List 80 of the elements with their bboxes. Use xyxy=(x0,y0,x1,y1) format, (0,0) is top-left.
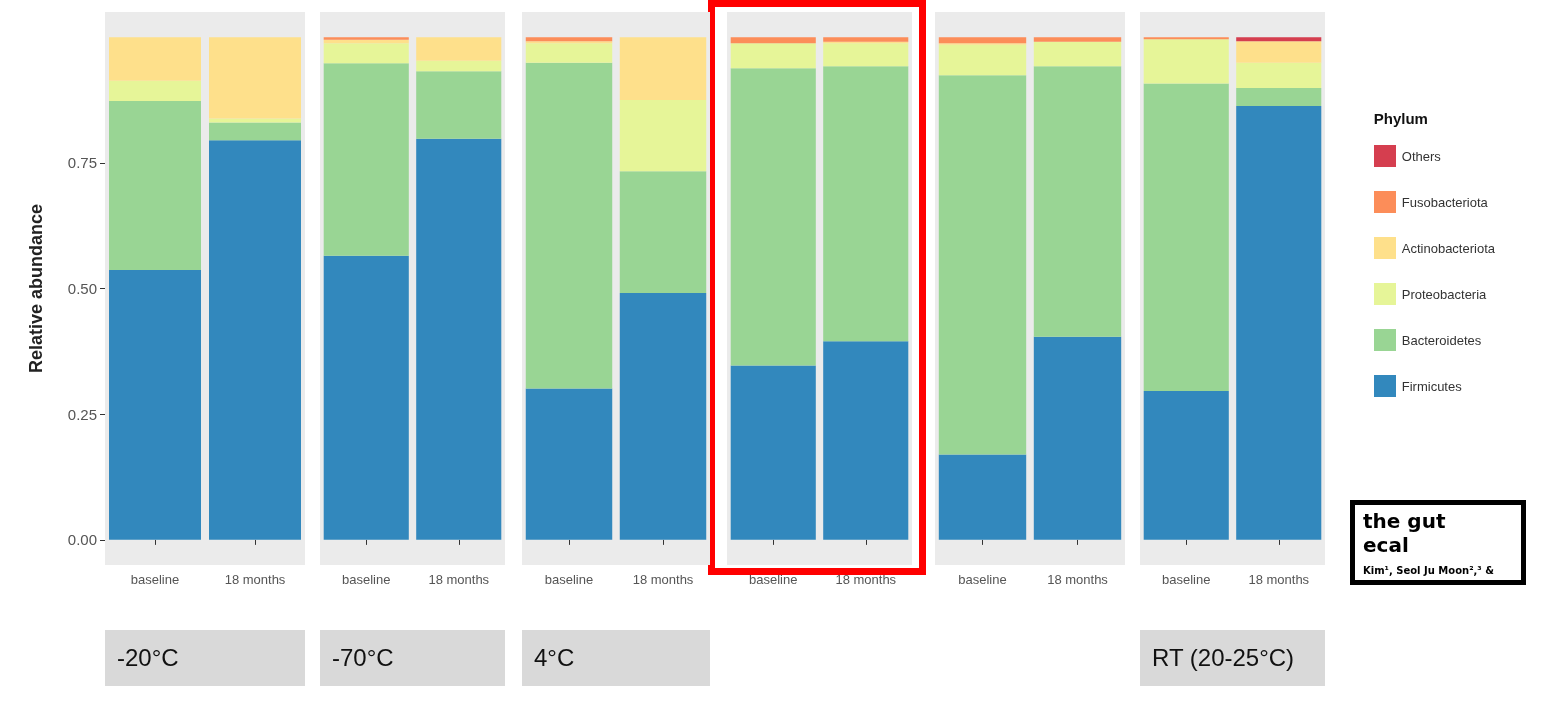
bar xyxy=(1236,87,1322,107)
text: ecal xyxy=(1363,533,1410,557)
bar xyxy=(730,37,816,44)
bar xyxy=(938,75,1027,455)
bar xyxy=(1033,41,1122,67)
x-axis-title: -70°C xyxy=(320,630,505,686)
x-tick-label: baseline xyxy=(544,572,594,587)
bar xyxy=(209,140,301,540)
x-tick-label: 18 months xyxy=(835,572,897,587)
bar xyxy=(209,37,301,119)
bar xyxy=(525,41,613,44)
legend-label: Fusobacteriota xyxy=(1401,194,1488,210)
bar xyxy=(938,44,1027,76)
bar xyxy=(730,43,816,69)
y-tick-label: 0.75 xyxy=(67,154,97,172)
legend-label: Actinobacteriota xyxy=(1401,240,1495,256)
bar xyxy=(1143,83,1229,392)
bar xyxy=(109,80,201,101)
bar xyxy=(416,71,502,139)
x-tick-label: baseline xyxy=(749,572,798,587)
bar xyxy=(109,269,201,540)
y-axis-title: Relative abundance xyxy=(26,203,46,374)
bar xyxy=(416,60,502,72)
bar xyxy=(1236,41,1322,63)
bar xyxy=(525,37,613,42)
x-axis-title: 4°C xyxy=(522,630,710,686)
text: Kim¹, Seol Ju Moon²,³ & xyxy=(1363,565,1495,576)
bar xyxy=(525,62,613,389)
bar xyxy=(1236,37,1322,42)
legend-label: Bacteroidetes xyxy=(1401,332,1482,348)
bar xyxy=(619,171,707,294)
legend-title: Phylum xyxy=(1373,110,1429,127)
x-tick-label: baseline xyxy=(342,572,391,587)
legend-label: Firmicutes xyxy=(1401,378,1462,394)
x-tick-label: baseline xyxy=(1162,572,1211,587)
bar xyxy=(1143,391,1229,540)
x-tick-label: baseline xyxy=(958,572,1007,587)
text: the gut xyxy=(1363,509,1447,533)
bar xyxy=(323,37,409,40)
bar xyxy=(730,68,816,366)
x-tick-label: baseline xyxy=(130,572,180,587)
x-tick-label: 18 months xyxy=(1047,572,1109,587)
bar xyxy=(823,341,909,540)
bar xyxy=(525,388,613,540)
bar xyxy=(416,37,502,61)
bar xyxy=(1143,37,1229,40)
bar xyxy=(730,365,816,540)
bar xyxy=(1033,336,1122,540)
legend-label: Others xyxy=(1401,148,1441,164)
bar xyxy=(938,37,1027,44)
bar xyxy=(323,43,409,64)
x-axis-title: RT (20-25°C) xyxy=(1140,630,1325,686)
bar xyxy=(525,43,613,63)
bar xyxy=(209,118,301,123)
x-tick-label: 18 months xyxy=(224,572,286,587)
x-tick-label: 18 months xyxy=(1248,572,1310,587)
bar xyxy=(823,37,909,42)
bar xyxy=(619,293,707,540)
y-tick-label: 0.25 xyxy=(67,405,97,423)
bar xyxy=(109,100,201,270)
bar xyxy=(619,99,707,172)
y-tick-label: 0.00 xyxy=(67,531,97,549)
bar xyxy=(323,255,409,540)
x-tick-label: 18 months xyxy=(632,572,694,587)
bar xyxy=(1033,66,1122,337)
bar xyxy=(619,37,707,100)
bar xyxy=(209,122,301,141)
bar xyxy=(1236,62,1322,88)
bar xyxy=(823,66,909,342)
legend-label: Proteobacteria xyxy=(1401,286,1487,302)
bar xyxy=(109,37,201,81)
x-tick-label: 18 months xyxy=(428,572,490,587)
bar xyxy=(323,63,409,256)
bar xyxy=(1033,37,1122,42)
bar xyxy=(823,43,909,67)
bar xyxy=(1143,39,1229,84)
bar xyxy=(938,454,1027,540)
bar xyxy=(416,138,502,540)
y-tick-label: 0.50 xyxy=(67,280,97,297)
x-axis-title: -20°C xyxy=(105,630,305,686)
